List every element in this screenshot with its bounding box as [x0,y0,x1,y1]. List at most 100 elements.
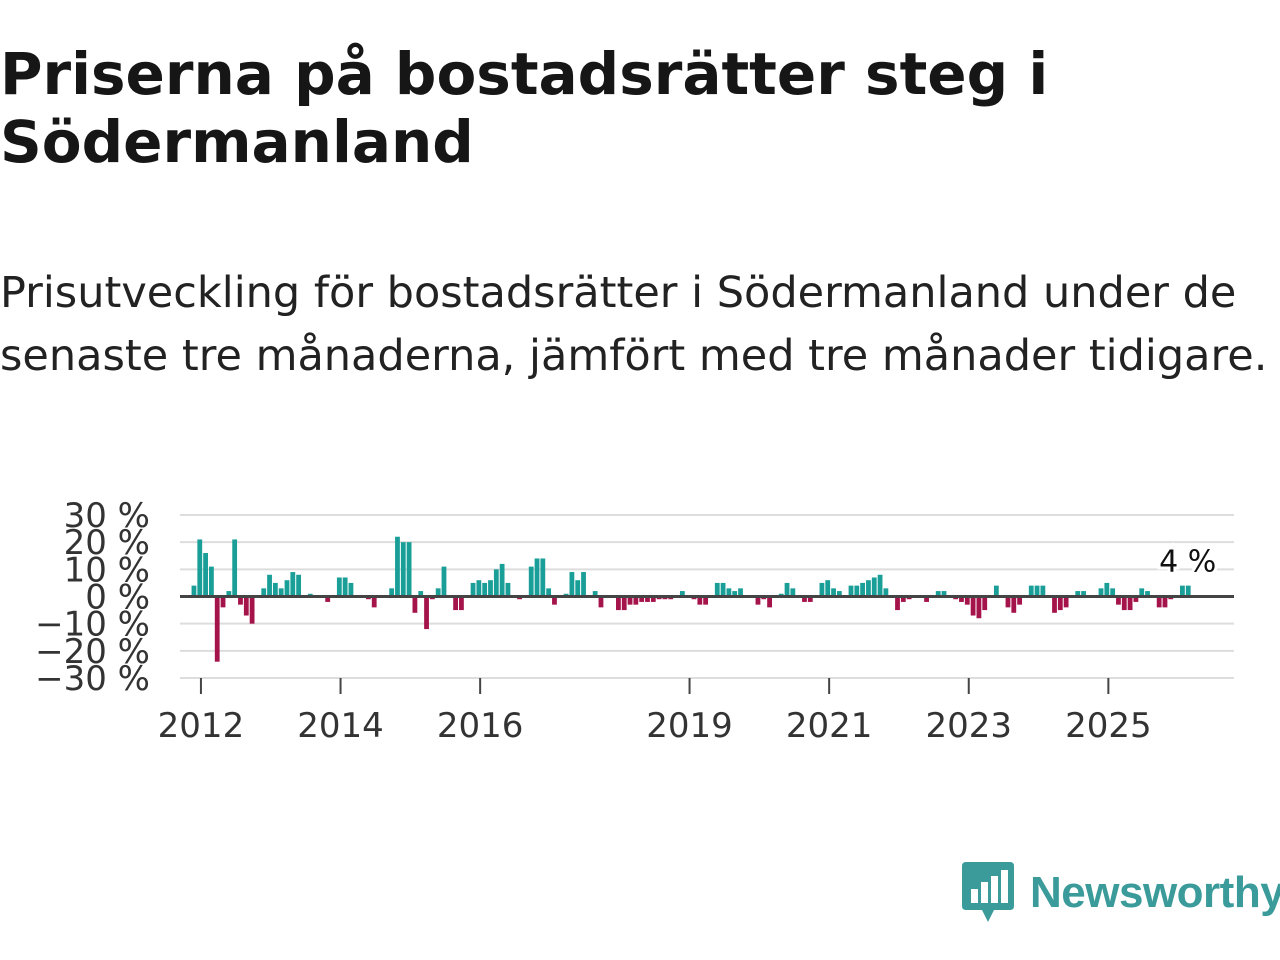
bars [191,536,1191,662]
bar [412,596,418,613]
newsworthy-logo: Newsworthy [962,862,1280,924]
bar [767,596,772,608]
bar [848,585,854,597]
bar [982,596,988,611]
bar [336,577,342,597]
bar [1005,596,1011,608]
bar [534,558,540,597]
bar [616,596,621,611]
bar [732,591,738,597]
bar [860,582,866,597]
bar [1040,585,1046,597]
bar [627,596,633,605]
bar [470,582,476,597]
bar [348,582,354,597]
bar [569,572,575,597]
y-tick-label: 20 % [64,523,150,563]
chart-subtitle: Prisutveckling för bostadsrätter i Söder… [0,268,1268,381]
bar [435,588,441,597]
bar [1098,588,1104,597]
bar-chart: 30 %20 %10 %0 %−10 %−20 %−30 % 2012 2014 2… [35,496,1234,746]
bar [1145,591,1150,597]
x-tick-label: 2025 [1065,706,1152,746]
bar [726,588,732,597]
x-tick-label: 2019 [646,706,733,746]
bar [895,596,900,611]
y-tick-label: −10 % [35,605,150,645]
bar [924,596,929,602]
bar [964,596,970,605]
bar [482,582,488,597]
bar [476,580,482,597]
bar [441,566,447,597]
x-tick-label: 2014 [297,706,384,746]
bar [203,553,208,597]
bar [493,569,499,597]
bar [325,596,331,602]
bar [697,596,703,605]
bar [395,536,400,597]
bar [418,591,424,597]
bar [645,596,650,602]
bar [453,596,459,611]
bar [738,588,743,597]
bar [528,566,534,597]
bar [1156,596,1162,608]
bar [1104,582,1110,597]
bar [505,582,511,597]
bar [1127,596,1133,611]
x-tick-label: 2016 [437,706,524,746]
bar [1075,591,1081,597]
y-tick-label: −20 % [35,632,150,672]
bar [371,596,377,608]
bar [261,588,267,597]
bar [703,596,709,605]
bar [1063,596,1069,608]
bar [575,580,581,597]
bar [883,588,889,597]
bar [226,591,232,597]
bar [400,542,406,597]
bar [1180,585,1185,597]
bar [232,539,238,597]
bar [802,596,807,602]
bar [621,596,627,611]
bar [784,582,790,597]
bar [552,596,557,605]
bar [825,580,831,597]
bar [970,596,976,616]
bar [243,596,249,616]
bar [459,596,464,611]
bar [296,574,302,597]
x-tick-label: 2023 [925,706,1012,746]
bar [877,574,883,597]
bar [1162,596,1168,608]
x-axis: 2012 2014 2016 2019 2021 2023 2025 [158,678,1152,746]
newsworthy-logo-text: Newsworthy [1030,868,1280,917]
bar [819,582,825,597]
bar [238,596,243,605]
bar [581,572,586,597]
bar [488,580,493,597]
bar [546,588,552,597]
bar [598,596,604,608]
bar [290,572,296,597]
bar [935,591,941,597]
bar [389,588,395,597]
bar [959,596,964,602]
bar [499,563,505,597]
bar [278,588,284,597]
bar [720,582,726,597]
bar [866,580,871,597]
bar [976,596,982,619]
bar [639,596,645,602]
chart-title: Priserna på bostadsrätter steg i Söderma… [0,40,1049,176]
y-tick-label: 30 % [64,496,150,536]
bar [1057,596,1063,611]
bar [993,585,999,597]
last-value-label: 4 % [1159,545,1216,580]
bar [1011,596,1017,613]
bar [197,539,203,597]
bar [267,574,272,597]
bar [1185,585,1191,597]
